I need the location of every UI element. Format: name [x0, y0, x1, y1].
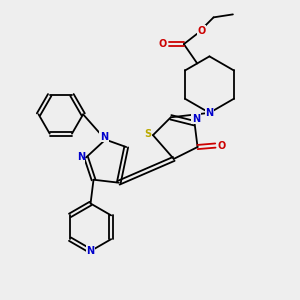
Text: N: N	[192, 114, 200, 124]
Text: O: O	[198, 26, 206, 36]
Text: N: N	[86, 246, 94, 256]
Text: O: O	[218, 140, 226, 151]
Text: N: N	[77, 152, 85, 162]
Text: S: S	[144, 129, 151, 139]
Text: N: N	[206, 108, 214, 118]
Text: N: N	[100, 132, 108, 142]
Text: O: O	[158, 39, 166, 49]
